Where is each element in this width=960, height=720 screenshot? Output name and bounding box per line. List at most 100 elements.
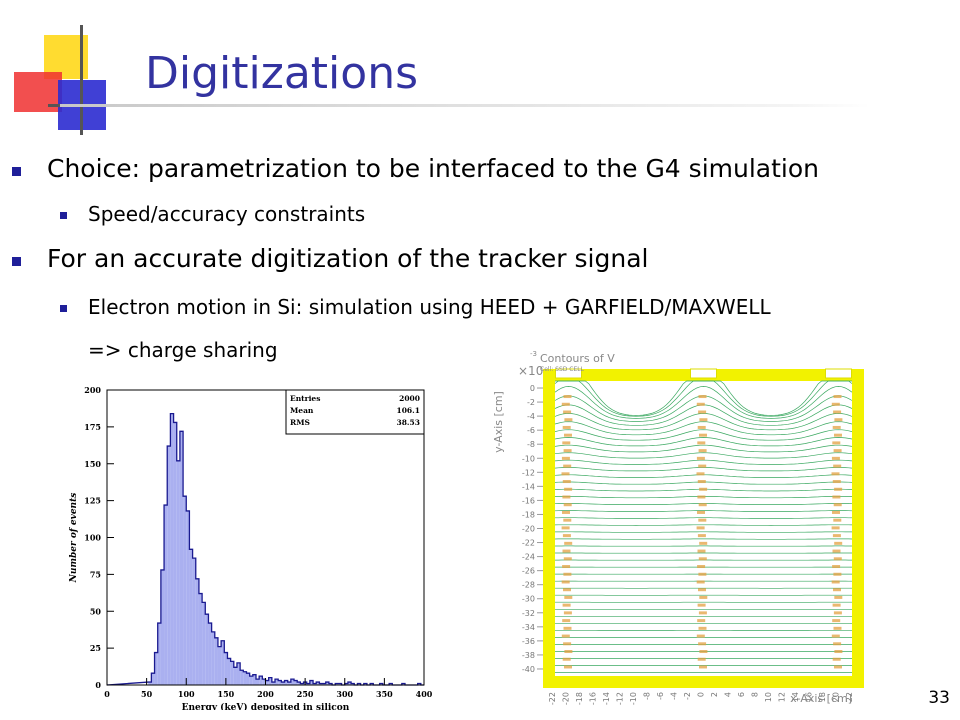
contour-value-label <box>832 425 841 429</box>
contour-value-label <box>564 665 572 669</box>
y-tick-label: 25 <box>90 643 101 653</box>
histogram-bar <box>205 614 209 685</box>
y-tick-label: -34 <box>522 623 535 632</box>
decorative-squares-logo <box>0 0 140 140</box>
contour-value-label <box>562 441 571 445</box>
histogram-bar <box>325 682 329 685</box>
x-tick-label: -18 <box>575 692 584 705</box>
contour-value-label <box>564 541 573 545</box>
y-tick-label: 75 <box>90 569 101 579</box>
strip-electrode <box>555 368 582 379</box>
contour-value-label <box>699 650 708 654</box>
histogram-bar <box>284 680 288 685</box>
x-tick-label: 14 <box>791 692 800 702</box>
histogram-bar <box>160 569 165 685</box>
contour-value-label <box>562 565 571 569</box>
contour-value-label <box>696 634 705 638</box>
y-tick-label: -28 <box>522 581 535 590</box>
x-tick-label: 8 <box>751 692 760 697</box>
contour-value-label <box>697 619 706 623</box>
contour-value-label <box>699 433 707 437</box>
contour-value-label <box>562 534 571 538</box>
contour-value-label <box>698 449 707 453</box>
contour-line <box>554 421 853 436</box>
contour-value-label <box>834 418 843 422</box>
histogram-bar <box>281 682 285 685</box>
contour-value-label <box>831 402 840 406</box>
page-number: 33 <box>928 688 950 708</box>
histogram-bar <box>271 682 276 685</box>
contour-value-label <box>833 410 842 414</box>
contour-value-label <box>833 588 841 592</box>
x-tick-label: 400 <box>416 689 433 699</box>
contour-value-label <box>698 464 707 468</box>
y-tick-label: -38 <box>522 651 535 660</box>
contour-value-label <box>563 572 572 576</box>
contour-value-label <box>831 526 840 530</box>
contour-value-label <box>832 657 841 661</box>
histogram-bar <box>357 683 361 685</box>
x-tick-label: 250 <box>297 689 314 699</box>
histogram-bar <box>265 680 269 685</box>
contour-value-label <box>564 487 573 491</box>
histogram-bar <box>243 671 247 685</box>
contour-value-label <box>562 510 570 514</box>
contour-value-label <box>832 549 841 553</box>
contour-line <box>555 517 852 519</box>
x-tick-label: -4 <box>670 692 679 700</box>
histogram-bar <box>167 446 171 685</box>
x-tick-label: -16 <box>589 692 598 705</box>
histogram-bar <box>230 661 234 685</box>
histogram-bar <box>313 683 317 685</box>
x-tick-label: 12 <box>778 692 787 702</box>
contour-value-label <box>699 541 708 545</box>
contour-value-label <box>832 480 841 484</box>
scale-factor: ×10 <box>518 364 543 378</box>
contour-value-label <box>562 657 571 661</box>
stats-label: RMS <box>290 418 310 427</box>
histogram-bar <box>287 682 291 685</box>
x-tick-label: 200 <box>257 689 274 699</box>
x-tick-label: 150 <box>218 689 235 699</box>
contour-value-label <box>562 603 571 607</box>
y-tick-label: -2 <box>527 398 535 407</box>
histogram-bar <box>275 679 279 685</box>
histogram-bar <box>262 679 266 685</box>
contour-value-label <box>832 619 841 623</box>
contour-value-label <box>563 395 572 399</box>
x-tick-label: -22 <box>548 692 557 705</box>
histogram-bar <box>300 683 304 685</box>
x-tick-label: -10 <box>629 692 638 705</box>
contour-value-label <box>562 425 571 429</box>
contour-line <box>554 404 853 426</box>
histogram-bar <box>217 646 222 685</box>
y-tick-label: 150 <box>84 459 101 469</box>
contour-value-label <box>833 557 842 561</box>
contour-line <box>554 524 853 526</box>
slide-title: Digitizations <box>145 48 419 99</box>
histogram-bar <box>148 682 152 685</box>
x-tick-label: 2 <box>710 692 719 697</box>
contour-value-label <box>561 472 570 476</box>
y-axis-label: y-Axis [cm] <box>492 391 505 453</box>
histogram-bar <box>154 652 158 685</box>
contour-value-label <box>698 395 707 399</box>
y-tick-label: 125 <box>84 496 101 506</box>
y-tick-label: 175 <box>84 422 101 432</box>
histogram-bar <box>221 640 225 685</box>
contour-value-label <box>562 619 571 623</box>
contour-value-label <box>698 626 707 630</box>
x-tick-label: 350 <box>376 689 393 699</box>
histogram-bar <box>170 413 174 685</box>
y-tick-label: 50 <box>90 606 102 616</box>
histogram-bar <box>227 658 231 685</box>
histogram-bar <box>417 683 421 685</box>
contour-value-label <box>698 642 707 646</box>
contour-value-label <box>563 410 572 414</box>
contour-value-label <box>696 526 705 530</box>
histogram-bar <box>157 623 161 685</box>
y-axis-label: Number of events <box>69 493 79 584</box>
y-tick-label: -14 <box>522 482 535 491</box>
y-tick-label: -16 <box>522 496 535 505</box>
